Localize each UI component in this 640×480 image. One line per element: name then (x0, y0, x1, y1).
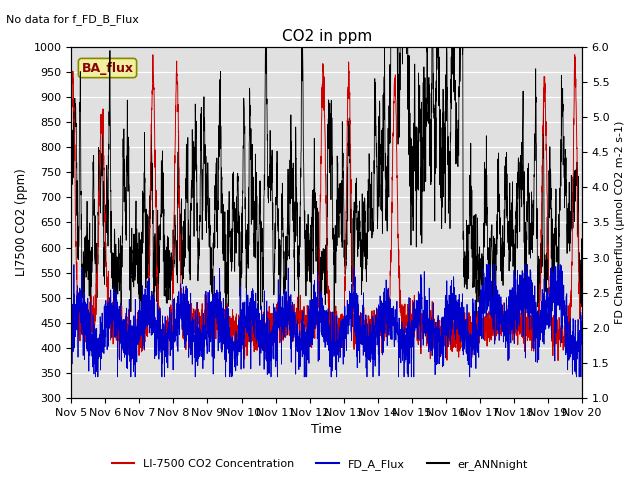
Title: CO2 in ppm: CO2 in ppm (282, 29, 372, 44)
Text: No data for f_FD_B_Flux: No data for f_FD_B_Flux (6, 14, 140, 25)
X-axis label: Time: Time (311, 423, 342, 436)
Legend: LI-7500 CO2 Concentration, FD_A_Flux, er_ANNnight: LI-7500 CO2 Concentration, FD_A_Flux, er… (108, 455, 532, 474)
Text: BA_flux: BA_flux (81, 61, 134, 74)
Y-axis label: FD Chamberflux (μmol CO2 m-2 s-1): FD Chamberflux (μmol CO2 m-2 s-1) (615, 121, 625, 324)
Y-axis label: LI7500 CO2 (ppm): LI7500 CO2 (ppm) (15, 168, 28, 276)
